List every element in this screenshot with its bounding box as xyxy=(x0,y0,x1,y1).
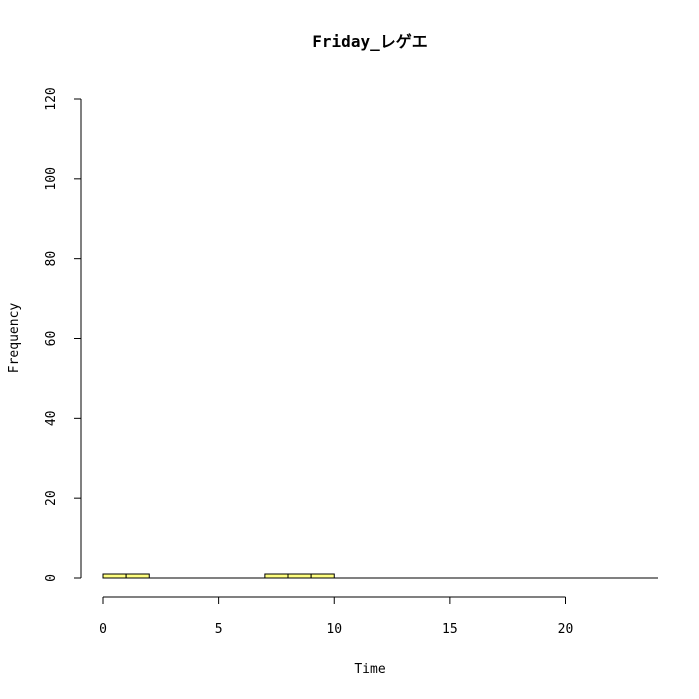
y-tick-label: 0 xyxy=(44,574,59,582)
x-tick-label: 20 xyxy=(558,622,574,637)
y-tick-label: 60 xyxy=(44,331,59,347)
histogram-bar xyxy=(287,573,312,579)
y-tick-label: 80 xyxy=(44,251,59,267)
x-tick-label: 15 xyxy=(442,622,458,637)
x-axis: 0 5 10 15 20 xyxy=(99,596,574,637)
x-tick-label: 0 xyxy=(99,622,107,637)
y-tick-label: 100 xyxy=(44,167,59,190)
y-axis-label: Frequency xyxy=(7,303,22,374)
x-tick-label: 10 xyxy=(326,622,342,637)
y-axis: 0 20 40 60 80 100 120 xyxy=(44,87,82,582)
y-tick-label: 20 xyxy=(44,490,59,506)
chart-title: Friday_レゲエ xyxy=(312,32,427,51)
y-tick-label: 40 xyxy=(44,411,59,427)
histogram-bar xyxy=(125,573,150,579)
histogram-bar xyxy=(310,573,335,579)
bars-group xyxy=(102,573,335,579)
y-tick-label: 120 xyxy=(44,87,59,110)
histogram-bar xyxy=(264,573,289,579)
x-tick-label: 5 xyxy=(215,622,223,637)
x-axis-label: Time xyxy=(354,662,385,677)
histogram-bar xyxy=(102,573,127,579)
